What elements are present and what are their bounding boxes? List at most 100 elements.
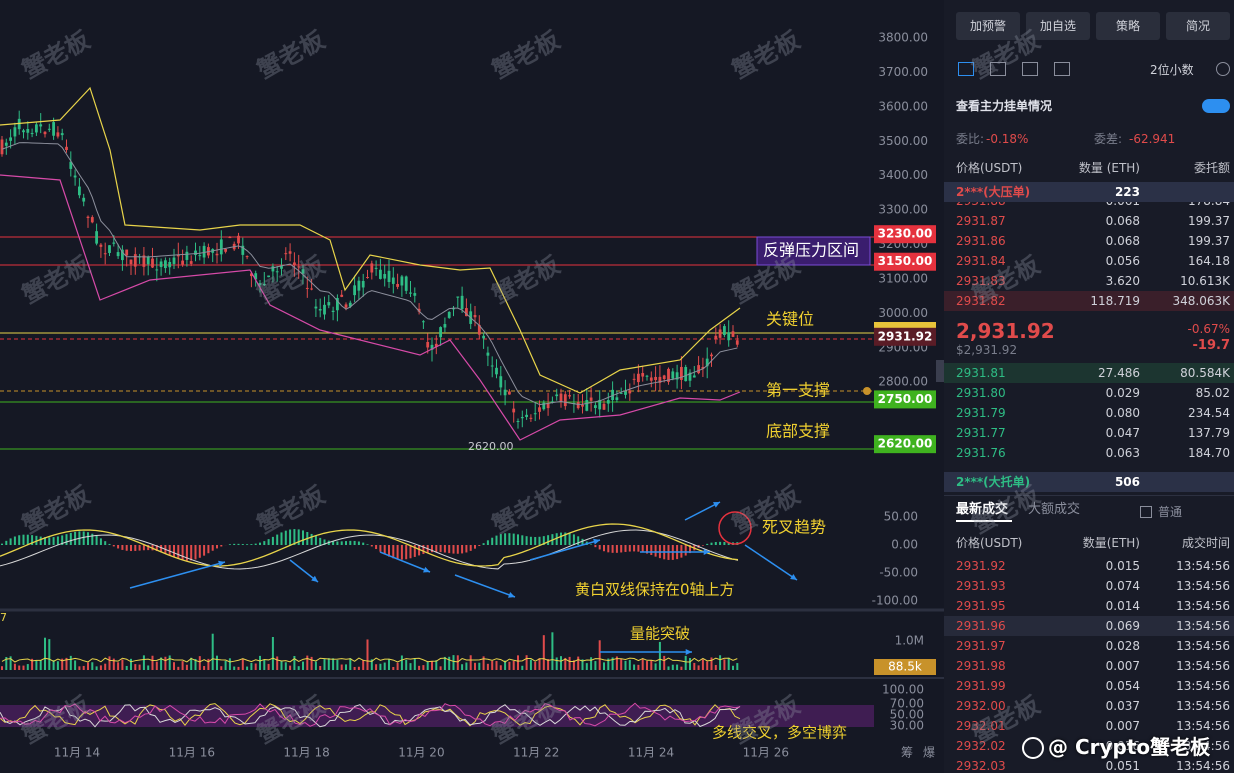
- volume-bar: [461, 664, 464, 670]
- volume-bar: [663, 655, 666, 670]
- row-qty: 0.080: [1105, 406, 1140, 420]
- tab[interactable]: 最新成交: [956, 502, 1009, 517]
- price-tag: [874, 435, 936, 454]
- toggle[interactable]: [1202, 99, 1230, 113]
- candle-body: [310, 288, 313, 290]
- candle-body: [619, 392, 623, 394]
- volume-bar: [1, 666, 3, 670]
- macd-bar: [190, 545, 193, 561]
- candle-body: [439, 327, 442, 338]
- candle-body: [611, 389, 614, 401]
- rsi-line: [0, 702, 741, 727]
- macd-bar: [271, 536, 274, 545]
- candle-body: [426, 342, 430, 348]
- volume-bar: [456, 655, 459, 670]
- checkbox[interactable]: [1140, 506, 1152, 518]
- volume-bar: [276, 656, 279, 670]
- icon-3[interactable]: [1022, 62, 1038, 76]
- candle-body: [490, 365, 494, 367]
- icon-2[interactable]: [990, 62, 1006, 76]
- button[interactable]: 策略: [1096, 12, 1160, 40]
- volume-bar: [714, 664, 717, 670]
- price-tick-label: 3700.00: [878, 65, 928, 79]
- candle-body: [671, 371, 675, 379]
- icon-4[interactable]: [1054, 62, 1070, 76]
- macd-bar: [383, 545, 386, 555]
- macd-bar: [641, 545, 644, 553]
- volume-bar: [259, 655, 261, 670]
- candle-body: [512, 408, 516, 413]
- candle-body: [297, 266, 301, 268]
- diff: -62.941: [1129, 132, 1176, 146]
- row-price: 2931.84: [956, 254, 1006, 268]
- row-third: 184.70: [1188, 446, 1230, 460]
- annotation: 底部支撑: [766, 422, 830, 441]
- macd-bar: [362, 542, 365, 545]
- depth-toggle-label[interactable]: 查看主力挂单情况: [956, 99, 1053, 113]
- volume-bar: [383, 662, 386, 670]
- macd-bar: [284, 530, 287, 545]
- candle-body: [172, 257, 176, 264]
- macd-bar: [168, 545, 171, 556]
- macd-bar: [61, 535, 64, 545]
- candle-body: [705, 358, 709, 367]
- button[interactable]: 加预警: [956, 12, 1020, 40]
- macd-bar: [654, 545, 657, 557]
- macd-bar: [637, 545, 640, 552]
- row-bg: [944, 363, 1234, 383]
- candle-body: [594, 405, 597, 408]
- volume-bar: [319, 665, 322, 670]
- arrow-head: [790, 573, 797, 580]
- candle-body: [284, 253, 288, 255]
- volume-bar: [228, 658, 231, 670]
- macd-bar: [1, 543, 3, 545]
- macd-bar: [525, 536, 528, 545]
- macd-bar: [220, 545, 223, 547]
- volume-bar: [551, 632, 554, 670]
- volume-ma: [1, 657, 738, 663]
- row-third: 13:54:56: [1176, 739, 1230, 753]
- macd-bar: [478, 545, 481, 547]
- volume-bar: [237, 666, 240, 670]
- volume-bar: [405, 659, 408, 670]
- volume-bar: [289, 665, 292, 670]
- macd-bar: [155, 545, 158, 552]
- volume-bar: [87, 662, 89, 670]
- date-label: 11月 16: [169, 746, 215, 760]
- volume-bar: [263, 659, 266, 670]
- candle-body: [9, 137, 12, 141]
- macd-bar: [194, 545, 197, 560]
- macd-bar: [577, 536, 580, 545]
- candle-body: [103, 253, 107, 255]
- rsi-tick-label: 50.00: [890, 708, 924, 722]
- candle-body: [508, 391, 511, 395]
- normal-filter[interactable]: 普通: [1158, 505, 1183, 519]
- icon-1[interactable]: [958, 62, 974, 76]
- tab[interactable]: 大额成交: [1028, 502, 1081, 517]
- macd-bar: [173, 545, 175, 558]
- volume-bar: [194, 658, 197, 670]
- price-tag-label: 2620.00: [878, 437, 933, 451]
- button[interactable]: 简况: [1166, 12, 1230, 40]
- volume-bar: [538, 658, 541, 670]
- candle-body: [477, 324, 481, 335]
- row-price: 2931.96: [956, 619, 1006, 633]
- macd-bar: [495, 535, 498, 545]
- decimals[interactable]: 2位小数: [1150, 63, 1194, 77]
- price-tick-label: 3100.00: [878, 271, 928, 285]
- row-qty: 118.719: [1090, 294, 1140, 308]
- macd-tick-label: 50.00: [884, 510, 918, 524]
- settings[interactable]: [1216, 62, 1230, 76]
- row-price: 2931.83: [956, 274, 1006, 288]
- volume-bar: [482, 656, 485, 670]
- button[interactable]: 加自选: [1026, 12, 1090, 40]
- volume-bar: [112, 658, 115, 670]
- annotation: 量能突破: [630, 625, 690, 643]
- candle-body: [86, 216, 90, 219]
- volume-bar: [474, 662, 476, 670]
- macd-bar: [353, 540, 356, 545]
- candle-body: [314, 306, 318, 309]
- candle-body: [701, 367, 705, 369]
- volume-bar: [650, 659, 653, 670]
